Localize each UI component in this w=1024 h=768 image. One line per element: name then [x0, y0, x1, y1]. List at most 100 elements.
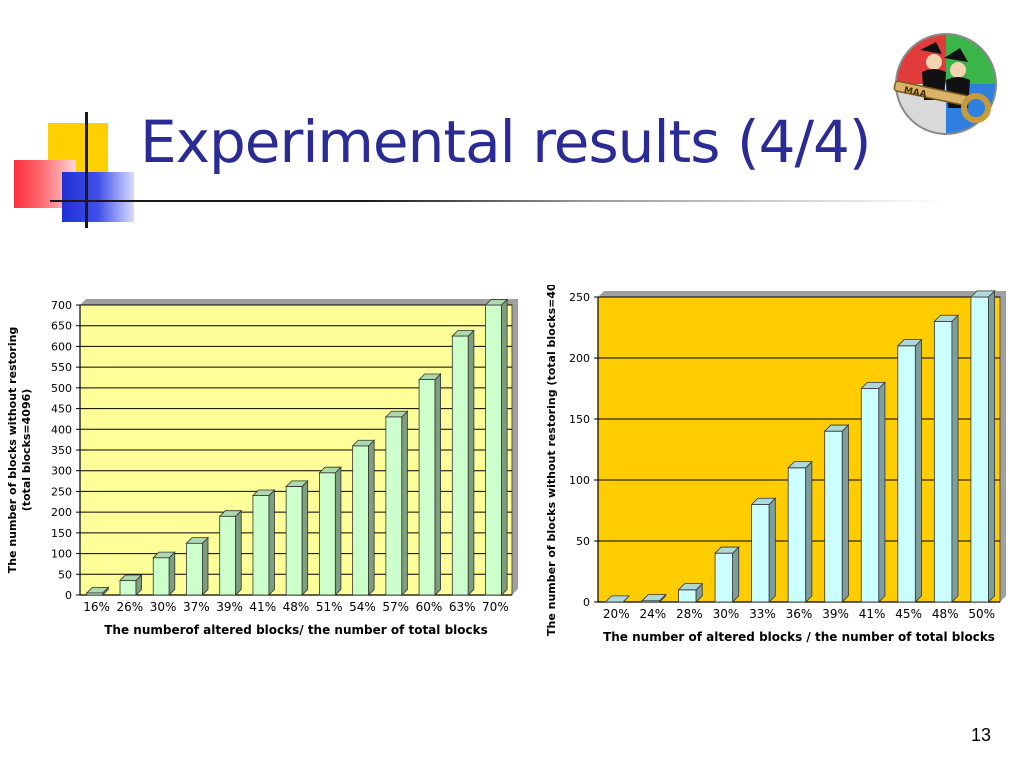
bar [823, 424, 850, 603]
x-tick-label: 33% [749, 607, 776, 621]
y-tick-label: 0 [583, 596, 590, 609]
bar [604, 595, 631, 603]
bar-front [678, 589, 697, 603]
bar-front [970, 296, 989, 603]
bar [418, 373, 442, 596]
bar [933, 314, 960, 603]
decorative-blue-square [62, 172, 134, 222]
bar-front [418, 379, 436, 596]
bar-top [218, 510, 243, 517]
bar [969, 289, 996, 603]
bar-top [251, 489, 276, 496]
x-axis-label: The numberof altered blocks/ the number … [104, 623, 488, 637]
bar-side [301, 479, 309, 596]
bar-top [451, 330, 475, 337]
x-tick-label: 70% [482, 600, 509, 614]
bar-top [185, 537, 209, 544]
bar [384, 410, 409, 596]
bar-front [352, 445, 369, 596]
bar-front [824, 430, 843, 603]
bar-front [152, 557, 170, 596]
logo-text: MAA [903, 86, 927, 101]
x-tick-label: 37% [183, 600, 210, 614]
y-tick-label: 0 [65, 589, 72, 602]
bar [750, 497, 777, 603]
bar-top [750, 497, 777, 505]
x-tick-label: 20% [603, 607, 630, 621]
bar-top [152, 551, 176, 559]
bar-top [823, 424, 850, 432]
bar-top [714, 546, 740, 554]
x-tick-label: 36% [786, 607, 813, 621]
bar-side [235, 509, 242, 596]
y-tick-label: 50 [58, 568, 72, 581]
bar-front [252, 495, 270, 596]
y-axis-label: The number of blocks without restoring [6, 327, 19, 574]
bar-top [484, 299, 509, 306]
bar-top [318, 466, 342, 474]
decorative-vertical-line [85, 112, 88, 228]
bar-side [988, 289, 995, 603]
x-tick-label: 54% [349, 600, 376, 614]
x-tick-label: 24% [639, 607, 666, 621]
x-tick-label: 50% [968, 607, 995, 621]
bar-chart-2: 0 50 100 150 200 250 20% 24% 28% 30% 33% 36% 39% 41% 4… [545, 285, 1006, 644]
x-tick-label: 60% [416, 600, 443, 614]
bar [285, 479, 309, 596]
bar-side [368, 439, 375, 596]
x-tick-label: 41% [249, 600, 276, 614]
bar [641, 593, 667, 603]
bar-front [119, 580, 137, 596]
y-tick-label: 650 [51, 320, 72, 333]
page-number: 13 [970, 725, 991, 745]
bar [218, 509, 243, 596]
bar-top [384, 410, 409, 418]
x-axis-label: The number of altered blocks / the numbe… [603, 630, 995, 644]
x-tick-label: 41% [859, 607, 886, 621]
bar-side [268, 489, 275, 596]
bar-front [714, 552, 734, 603]
x-tick-label: 39% [216, 600, 243, 614]
bar [152, 551, 176, 596]
x-tick-label: 48% [932, 607, 959, 621]
slide-title: Experimental results (4/4) [140, 108, 872, 176]
bar-front [186, 542, 203, 596]
bar-front [787, 467, 807, 603]
bar-side [768, 497, 776, 603]
bar-top [85, 586, 110, 594]
y-axis-label: The number of blocks without restoring (… [545, 285, 558, 636]
y-tick-label: 50 [576, 535, 590, 548]
x-tick-label: 45% [895, 607, 922, 621]
bar-chart-1: 0 50 100 150 200 250 300 350 400 450 500 550 600 650 7… [6, 298, 518, 637]
y-tick-label: 200 [569, 352, 590, 365]
y-tick-label: 150 [51, 527, 72, 540]
y-tick-label: 100 [51, 548, 72, 561]
bar-front [933, 321, 953, 603]
bar [451, 329, 475, 596]
bar-top [677, 583, 704, 591]
bar [318, 466, 342, 596]
x-tick-label: 51% [316, 600, 343, 614]
bar-top [285, 480, 309, 487]
logo: MAA [893, 33, 997, 135]
x-tick-label: 30% [150, 600, 177, 614]
bar-top [351, 439, 376, 447]
y-tick-label: 550 [51, 361, 72, 374]
bar-front [485, 304, 502, 596]
y-tick-label: 450 [51, 403, 72, 416]
x-tick-label: 57% [382, 600, 409, 614]
bar-top [641, 594, 667, 602]
bar-top [604, 595, 631, 603]
bar-side [805, 460, 813, 603]
x-tick-label: 26% [117, 600, 144, 614]
bar-side [401, 410, 408, 596]
bar-side [168, 551, 176, 596]
bar-top [896, 339, 923, 347]
bar [119, 573, 143, 596]
bar [860, 381, 886, 603]
x-tick-label: 16% [83, 600, 110, 614]
bar-front [860, 388, 880, 603]
y-tick-label: 400 [51, 423, 72, 436]
bar-side [501, 298, 508, 596]
bar-side [732, 546, 740, 603]
